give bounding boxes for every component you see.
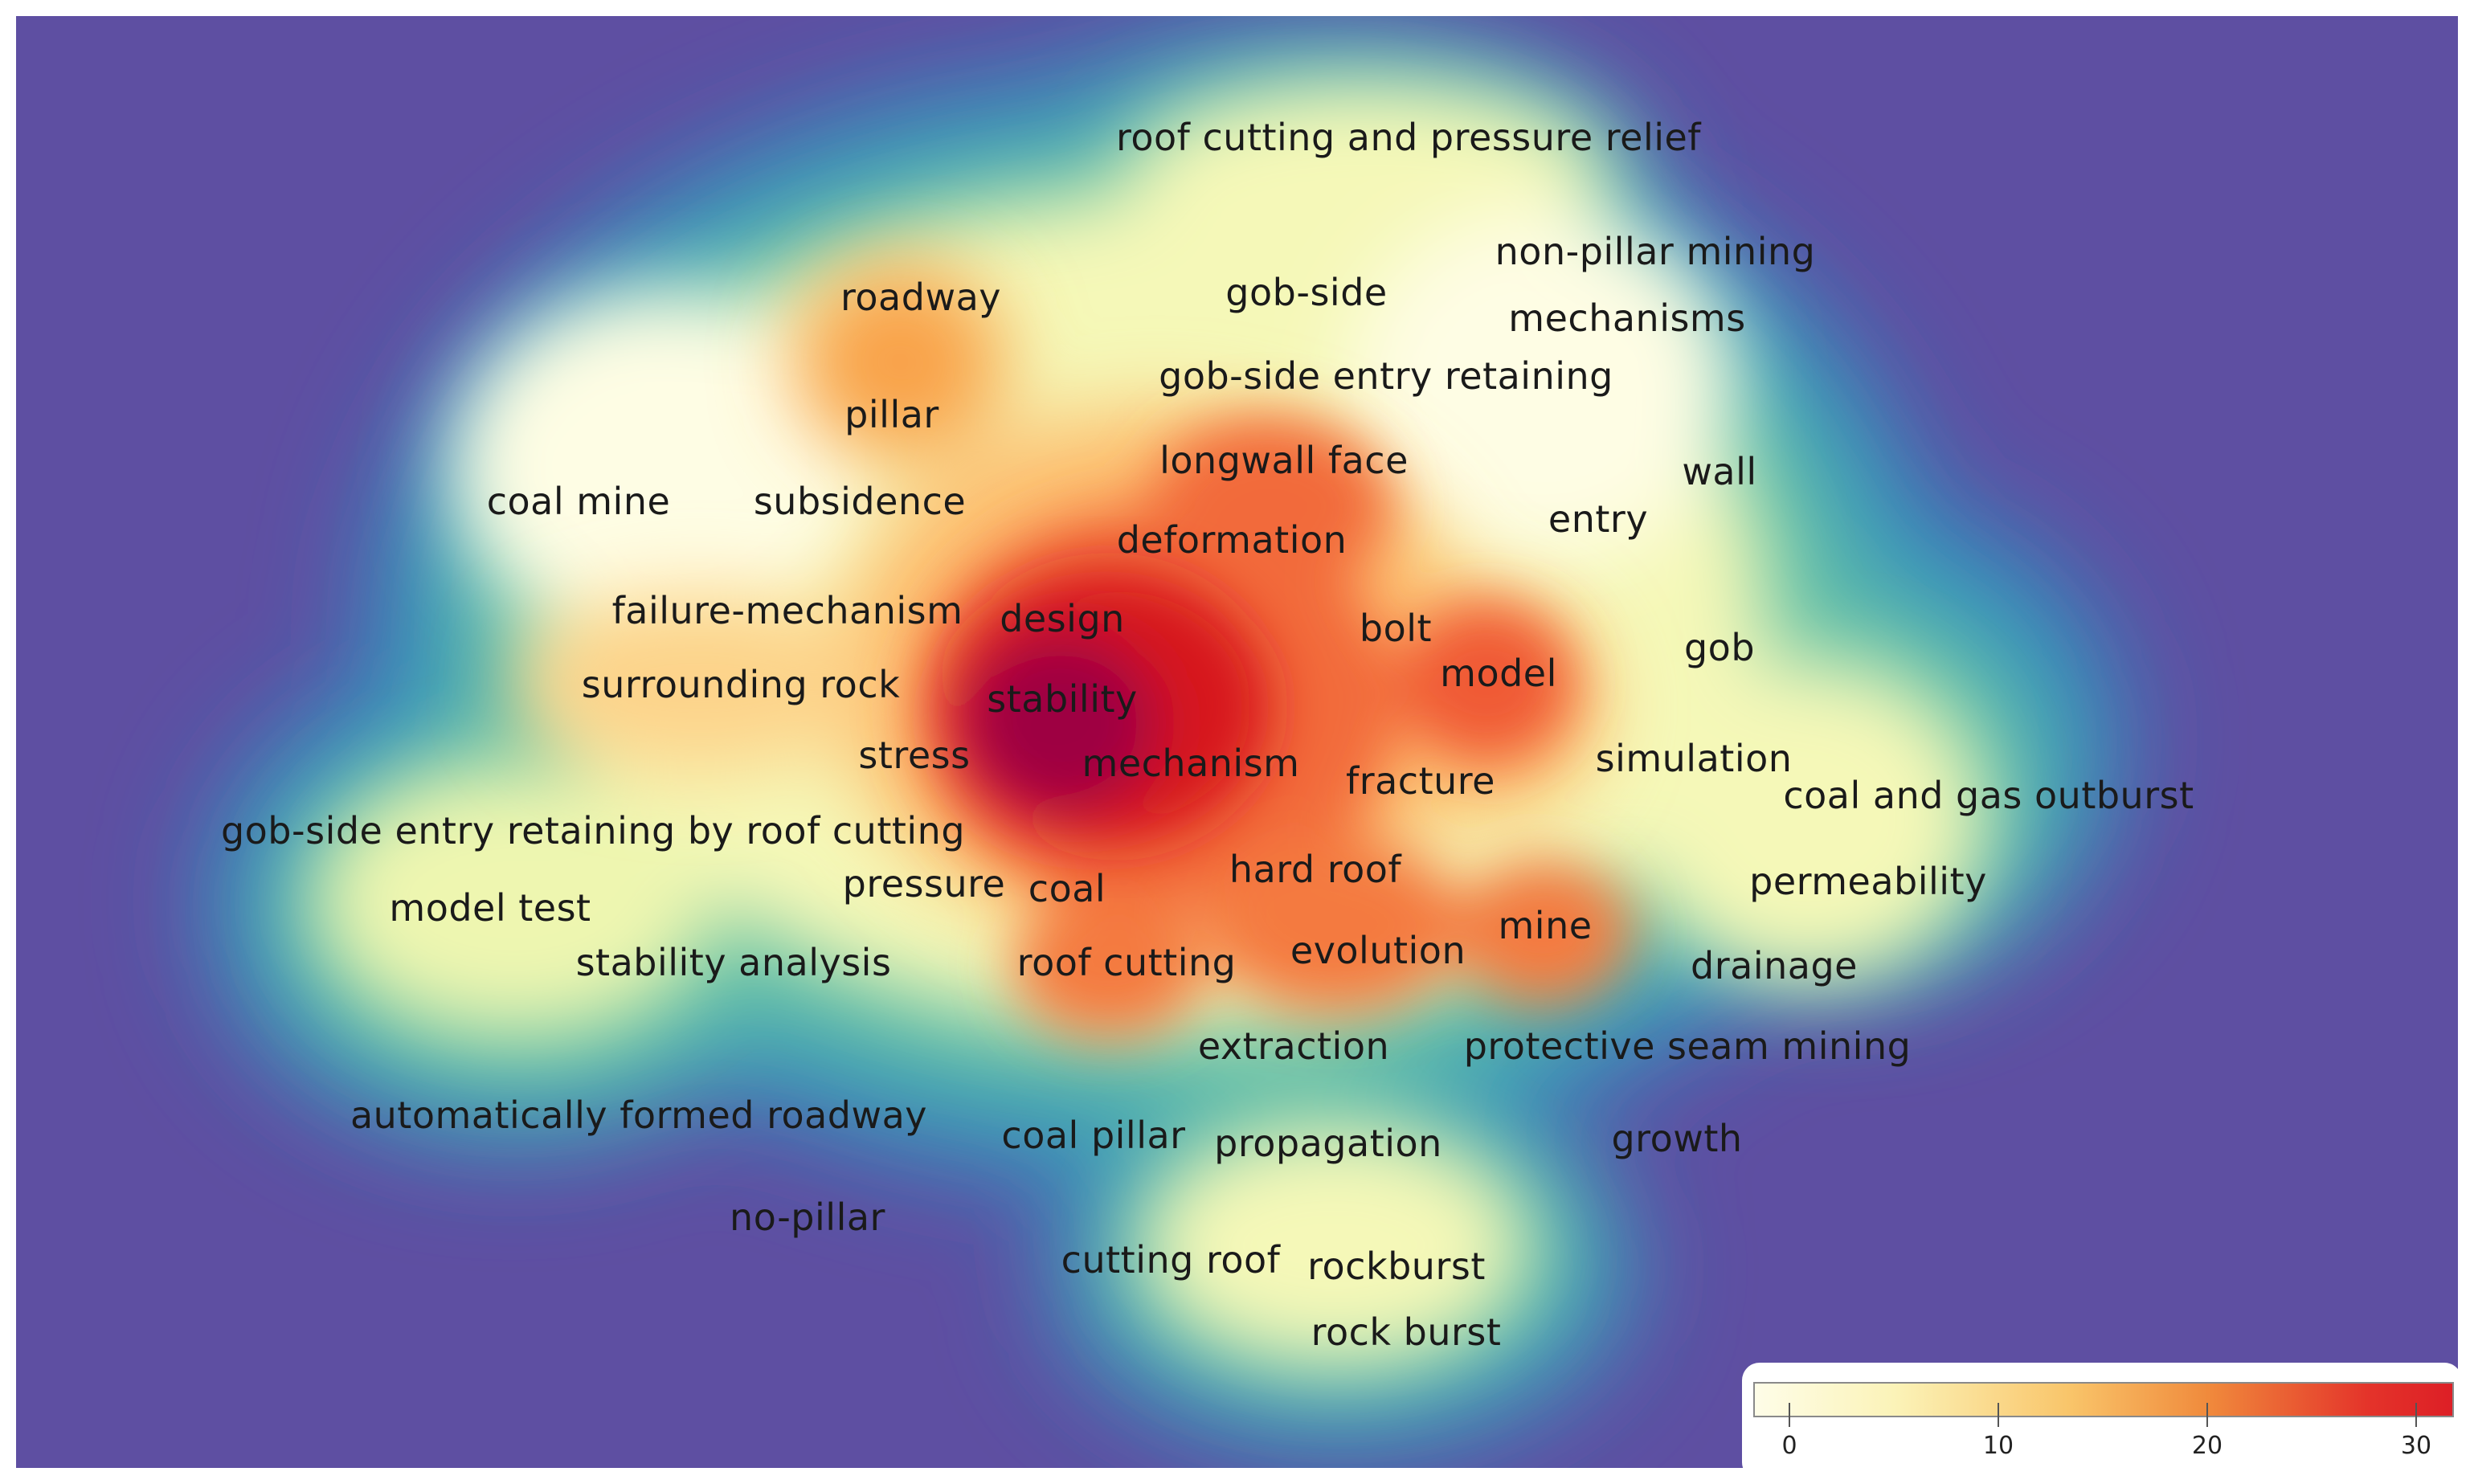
keyword-label: hard roof [1229, 848, 1402, 891]
keyword-label: coal and gas outburst [1783, 774, 2194, 817]
keyword-label: roadway [840, 276, 1001, 319]
keyword-label: roof cutting and pressure relief [1115, 116, 1702, 159]
keyword-label: pillar [844, 393, 939, 436]
keyword-label: coal [1028, 867, 1106, 910]
keyword-label: mine [1498, 904, 1593, 947]
keyword-label: automatically formed roadway [350, 1094, 928, 1137]
keyword-label: cutting roof [1061, 1238, 1281, 1282]
keyword-label: simulation [1595, 737, 1793, 780]
legend-tick-label: 0 [1781, 1432, 1797, 1460]
keyword-label: stability [987, 677, 1138, 721]
keyword-label: permeability [1749, 860, 1987, 903]
keyword-label: propagation [1214, 1122, 1442, 1165]
legend-tick [1789, 1403, 1790, 1427]
keyword-label: drainage [1691, 944, 1858, 987]
keyword-label: failure-mechanism [611, 589, 963, 632]
keyword-label: coal pillar [1001, 1114, 1186, 1157]
legend-tick [2415, 1403, 2417, 1427]
keyword-label: rockburst [1307, 1245, 1486, 1288]
keyword-label: model [1440, 652, 1557, 695]
keyword-label: mechanisms [1508, 296, 1746, 340]
keyword-label: surrounding rock [581, 663, 901, 706]
keyword-label: gob-side entry retaining [1159, 354, 1613, 398]
keyword-label: design [1000, 597, 1125, 640]
keyword-label: evolution [1290, 929, 1466, 972]
keyword-label: pressure [842, 862, 1006, 906]
keyword-label: coal mine [486, 480, 671, 523]
keyword-label: roof cutting [1016, 941, 1237, 984]
legend-tick-label: 10 [1982, 1432, 2014, 1460]
legend-tick-label: 20 [2191, 1432, 2223, 1460]
color-scale-bar [1753, 1382, 2454, 1417]
keyword-label: growth [1611, 1117, 1743, 1160]
keyword-label: gob-side entry retaining by roof cutting [220, 809, 966, 852]
keyword-label: entry [1548, 497, 1649, 541]
keyword-label: subsidence [753, 480, 967, 523]
keyword-label: model test [389, 886, 591, 930]
keyword-label: mechanism [1082, 742, 1300, 785]
legend-tick [2206, 1403, 2208, 1427]
color-scale-legend: 0 10 20 30 [1742, 1363, 2458, 1468]
keyword-label: fracture [1346, 759, 1495, 803]
density-heatmap [16, 16, 2458, 1468]
keyword-label: deformation [1116, 518, 1347, 562]
keyword-label: non-pillar mining [1495, 230, 1816, 273]
keyword-label: stress [858, 734, 971, 777]
legend-tick-label: 30 [2400, 1432, 2432, 1460]
keyword-label: bolt [1359, 607, 1433, 650]
keyword-label: longwall face [1159, 439, 1409, 482]
keyword-label: extraction [1197, 1024, 1390, 1068]
legend-tick [1998, 1403, 1999, 1427]
keyword-label: stability analysis [575, 941, 892, 984]
keyword-label: gob [1683, 626, 1756, 669]
keyword-label: gob-side [1225, 271, 1388, 314]
keyword-label: protective seam mining [1463, 1024, 1912, 1068]
density-map: roof cutting and pressure relief non-pil… [16, 16, 2458, 1468]
keyword-label: wall [1682, 450, 1757, 493]
keyword-label: rock burst [1311, 1310, 1502, 1354]
keyword-label: no-pillar [730, 1196, 885, 1239]
